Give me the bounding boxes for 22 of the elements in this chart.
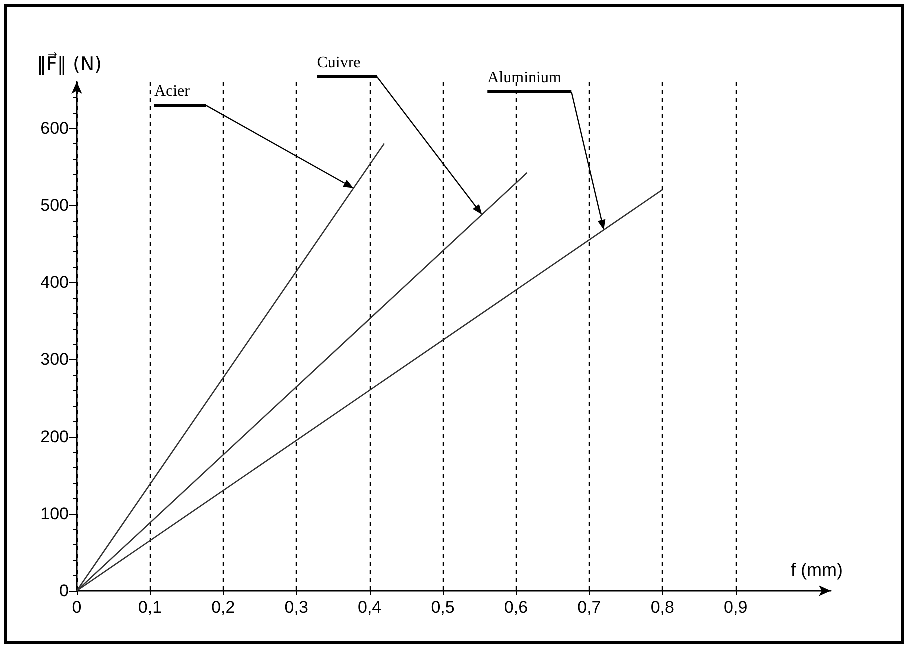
text: Cuivre (317, 54, 361, 72)
x-tick-label: 0 (72, 598, 82, 617)
y-tick-label: 200 (40, 427, 69, 446)
y-tick-label: 600 (40, 118, 69, 138)
x-tick-label: 0,5 (431, 598, 455, 617)
y-tick-label: 0 (60, 582, 69, 600)
y-tick-label: 400 (40, 273, 69, 292)
y-axis-title: ‖F⃗‖ (N) (37, 52, 102, 76)
x-tick-label: 0,7 (578, 598, 602, 617)
x-tick-label: 0,1 (138, 598, 162, 617)
x-tick-label: 0,2 (212, 598, 236, 617)
y-tick-label: 100 (40, 504, 69, 524)
x-tick-label: 0,9 (724, 598, 748, 617)
text: Aluminium (488, 69, 562, 86)
x-axis-title: f (mm) (791, 560, 843, 580)
y-tick-label: 500 (40, 196, 69, 215)
x-tick-label: 0,3 (284, 598, 308, 617)
x-tick-label: 0,6 (504, 598, 528, 617)
x-tick-label: 0,4 (358, 598, 382, 617)
x-tick-label: 0,8 (650, 598, 674, 617)
text: Acier (154, 83, 191, 100)
y-tick-label: 300 (40, 350, 69, 370)
